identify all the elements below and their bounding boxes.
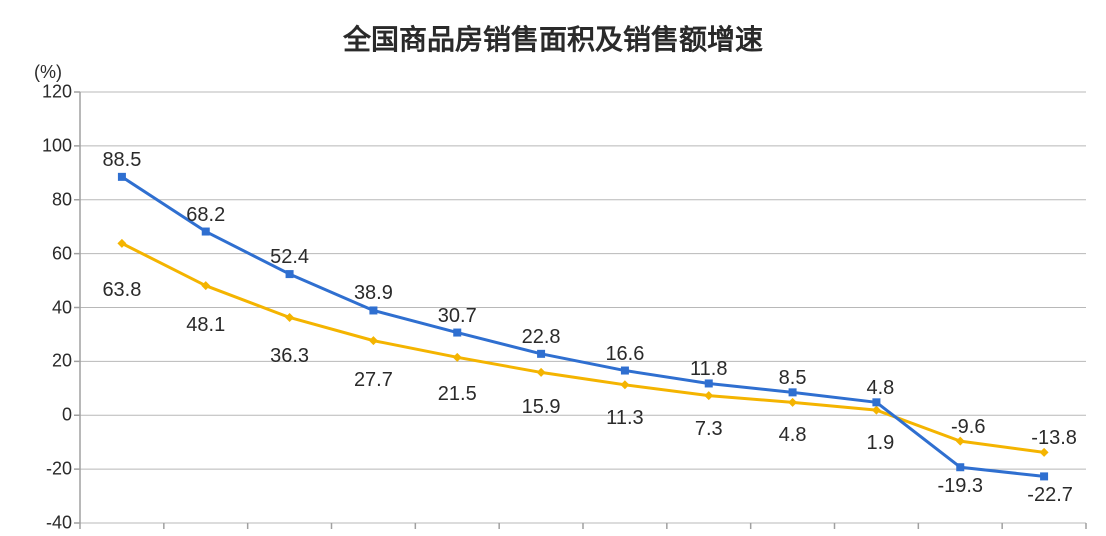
series-data-label: 88.5	[102, 149, 141, 172]
series-data-label: 52.4	[270, 246, 309, 269]
y-tick-label: 80	[22, 189, 72, 210]
y-tick-label: 40	[22, 297, 72, 318]
series-data-label: -19.3	[937, 475, 983, 498]
series-data-label: 68.2	[186, 204, 225, 227]
series-data-label: 8.5	[779, 367, 807, 390]
series-data-label: 38.9	[354, 282, 393, 305]
series-data-label: 16.6	[605, 343, 644, 366]
y-tick-label: 60	[22, 243, 72, 264]
series-data-label: 1.9	[867, 432, 895, 455]
y-tick-label: -20	[22, 459, 72, 480]
y-tick-label: 100	[22, 135, 72, 156]
series-data-label: 4.8	[867, 377, 895, 400]
series-data-label: 7.3	[695, 418, 723, 441]
series-data-label: 15.9	[522, 396, 561, 419]
series-data-label: 11.8	[690, 358, 727, 381]
series-data-label: 63.8	[102, 279, 141, 302]
series-data-label: -9.6	[951, 416, 985, 439]
y-tick-label: -40	[22, 513, 72, 534]
series-data-label: 11.3	[606, 407, 643, 430]
chart-container: 全国商品房销售面积及销售额增速 (%) -40-2002040608010012…	[0, 0, 1106, 536]
series-data-label: 4.8	[779, 424, 807, 447]
series-data-label: 22.8	[522, 326, 561, 349]
series-data-label: 36.3	[270, 345, 309, 368]
y-tick-label: 120	[22, 82, 72, 103]
y-tick-label: 0	[22, 405, 72, 426]
series-data-label: -13.8	[1031, 427, 1077, 450]
series-data-label: 21.5	[438, 383, 477, 406]
series-data-label: 27.7	[354, 369, 393, 392]
series-data-label: 48.1	[186, 314, 225, 337]
y-tick-label: 20	[22, 351, 72, 372]
chart-plot-svg	[0, 0, 1106, 536]
series-data-label: 30.7	[438, 305, 477, 328]
series-data-label: -22.7	[1027, 484, 1073, 507]
